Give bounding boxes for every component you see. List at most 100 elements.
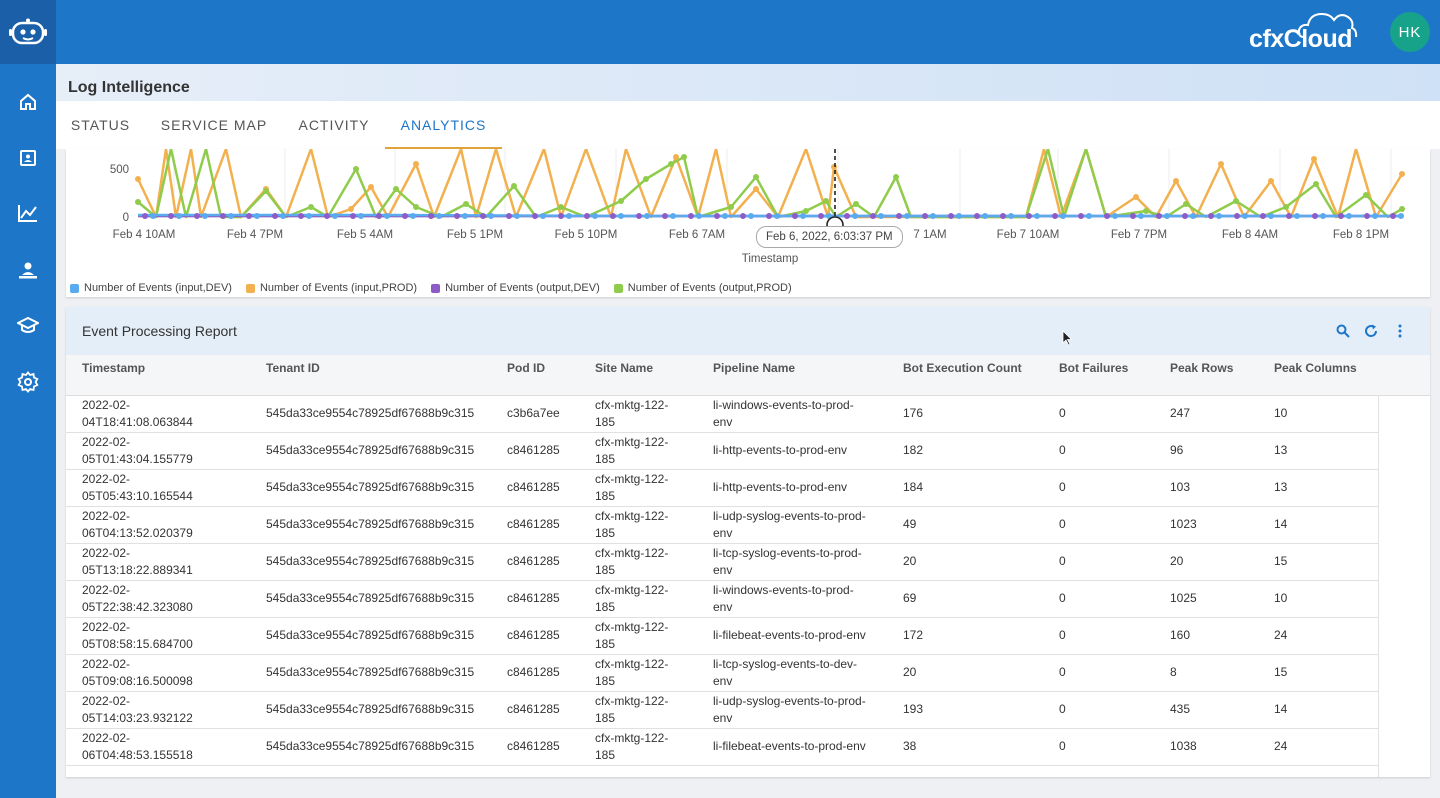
series-point-input-dev[interactable] [566, 213, 572, 219]
series-point-input-dev[interactable] [1398, 213, 1404, 219]
series-point-input-dev[interactable] [1034, 213, 1040, 219]
series-point-input-dev[interactable] [1216, 213, 1222, 219]
series-point-output-dev[interactable] [636, 213, 642, 219]
series-point-output-dev[interactable] [740, 213, 746, 219]
series-point-input-dev[interactable] [332, 213, 338, 219]
series-point-output-dev[interactable] [896, 213, 902, 219]
series-point-output-prod[interactable] [1399, 206, 1405, 212]
series-point-input-dev[interactable] [202, 213, 208, 219]
column-header-peak-rows[interactable]: Peak Rows [1170, 361, 1234, 375]
series-point-output-prod[interactable] [135, 199, 141, 205]
series-point-output-dev[interactable] [142, 213, 148, 219]
series-point-output-dev[interactable] [1156, 213, 1162, 219]
series-point-output-dev[interactable] [220, 213, 226, 219]
series-point-output-dev[interactable] [194, 213, 200, 219]
series-point-input-dev[interactable] [878, 213, 884, 219]
series-point-output-dev[interactable] [506, 213, 512, 219]
tab-status[interactable]: STATUS [70, 117, 131, 133]
series-point-output-prod[interactable] [308, 204, 314, 210]
series-point-input-dev[interactable] [670, 213, 676, 219]
series-point-input-dev[interactable] [306, 213, 312, 219]
series-point-output-dev[interactable] [428, 213, 434, 219]
series-point-output-dev[interactable] [974, 213, 980, 219]
nav-learning[interactable] [0, 306, 56, 346]
series-point-input-dev[interactable] [436, 213, 442, 219]
series-point-output-dev[interactable] [1390, 213, 1396, 219]
series-point-output-dev[interactable] [1338, 213, 1344, 219]
series-point-output-prod[interactable] [1283, 204, 1289, 210]
series-point-input-prod[interactable] [1133, 194, 1139, 200]
table-row[interactable]: 2022-02- 05T05:43:10.165544 545da33ce9554c… [66, 469, 1378, 507]
series-point-input-dev[interactable] [956, 213, 962, 219]
series-point-input-prod[interactable] [673, 154, 679, 160]
series-point-output-dev[interactable] [610, 213, 616, 219]
series-point-input-prod[interactable] [348, 206, 354, 212]
column-header-pod-id[interactable]: Pod ID [507, 361, 545, 375]
column-header-site-name[interactable]: Site Name [595, 361, 654, 375]
series-point-input-dev[interactable] [1112, 213, 1118, 219]
series-point-input-prod[interactable] [831, 164, 837, 170]
table-row[interactable]: 2022-02- 05T22:38:42.323080 545da33ce9554c… [66, 580, 1378, 618]
series-point-output-dev[interactable] [1052, 213, 1058, 219]
app-logo[interactable] [0, 0, 56, 64]
series-point-output-dev[interactable] [1260, 213, 1266, 219]
series-point-output-dev[interactable] [792, 213, 798, 219]
series-point-input-dev[interactable] [1086, 213, 1092, 219]
legend-item[interactable]: Number of Events (output,DEV) [431, 282, 600, 294]
series-point-output-dev[interactable] [1286, 213, 1292, 219]
series-point-input-prod[interactable] [368, 184, 374, 190]
table-row[interactable]: 2022-02- 05T08:58:15.684700 545da33ce9554c… [66, 617, 1378, 655]
series-point-output-dev[interactable] [870, 213, 876, 219]
series-point-output-prod[interactable] [823, 198, 829, 204]
series-point-input-dev[interactable] [488, 213, 494, 219]
series-point-output-dev[interactable] [350, 213, 356, 219]
series-point-input-prod[interactable] [135, 176, 141, 182]
series-point-output-prod[interactable] [668, 161, 674, 167]
series-point-output-dev[interactable] [324, 213, 330, 219]
series-point-input-dev[interactable] [1268, 213, 1274, 219]
series-point-output-prod[interactable] [353, 166, 359, 172]
series-point-output-dev[interactable] [1000, 213, 1006, 219]
series-point-output-dev[interactable] [558, 213, 564, 219]
series-point-input-prod[interactable] [413, 161, 419, 167]
series-point-output-dev[interactable] [402, 213, 408, 219]
series-point-input-dev[interactable] [1138, 213, 1144, 219]
series-point-output-prod[interactable] [393, 186, 399, 192]
series-point-output-dev[interactable] [454, 213, 460, 219]
series-point-output-dev[interactable] [662, 213, 668, 219]
series-point-input-dev[interactable] [774, 213, 780, 219]
series-point-input-dev[interactable] [1060, 213, 1066, 219]
series-point-output-prod[interactable] [558, 204, 564, 210]
series-point-input-prod[interactable] [1218, 161, 1224, 167]
series-point-output-dev[interactable] [1234, 213, 1240, 219]
series-point-output-prod[interactable] [463, 201, 469, 207]
series-point-output-prod[interactable] [753, 174, 759, 180]
series-point-output-dev[interactable] [766, 213, 772, 219]
column-header-bot-failures[interactable]: Bot Failures [1059, 361, 1129, 375]
series-point-output-dev[interactable] [1104, 213, 1110, 219]
search-button[interactable] [1334, 322, 1352, 340]
column-header-timestamp[interactable]: Timestamp [82, 361, 146, 375]
tab-service-map[interactable]: SERVICE MAP [160, 117, 268, 133]
series-point-output-dev[interactable] [584, 213, 590, 219]
nav-dashboard[interactable] [0, 138, 56, 178]
series-point-output-dev[interactable] [246, 213, 252, 219]
refresh-button[interactable] [1362, 322, 1380, 340]
series-point-output-prod[interactable] [728, 204, 734, 210]
table-row[interactable]: 2022-02- 05T01:43:04.155779 545da33ce9554c… [66, 432, 1378, 470]
series-point-output-dev[interactable] [168, 213, 174, 219]
series-point-input-prod[interactable] [1268, 178, 1274, 184]
series-point-output-dev[interactable] [1026, 213, 1032, 219]
series-point-output-dev[interactable] [298, 213, 304, 219]
series-point-input-dev[interactable] [904, 213, 910, 219]
table-row[interactable]: 2022-02- 04T18:41:08.063844 545da33ce9554c… [66, 395, 1378, 433]
series-point-output-dev[interactable] [688, 213, 694, 219]
series-point-output-prod[interactable] [1143, 208, 1149, 214]
series-point-input-dev[interactable] [1190, 213, 1196, 219]
series-point-output-prod[interactable] [893, 174, 899, 180]
series-point-input-dev[interactable] [176, 213, 182, 219]
series-point-output-prod[interactable] [1233, 198, 1239, 204]
series-point-output-dev[interactable] [818, 213, 824, 219]
column-header-peak-columns[interactable]: Peak Columns [1274, 361, 1357, 375]
series-point-output-prod[interactable] [413, 204, 419, 210]
